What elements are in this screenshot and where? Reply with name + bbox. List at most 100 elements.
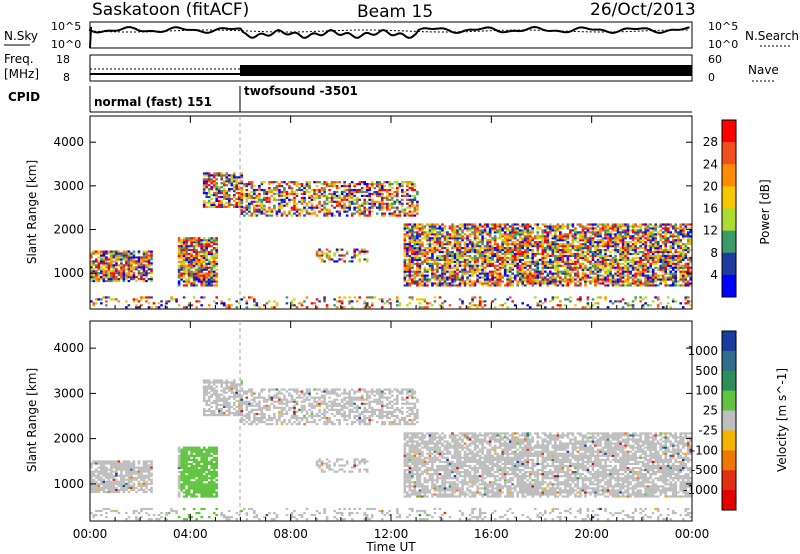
power-cell-970 xyxy=(268,206,271,209)
power-cell-320 xyxy=(150,252,153,255)
power-cell-4050 xyxy=(659,223,662,226)
power-cell-3152 xyxy=(566,243,570,246)
power-cell-2596 xyxy=(508,246,512,250)
velocity-cell-121 xyxy=(112,488,116,492)
power-cell-3051 xyxy=(556,256,560,260)
power-cell-4232 xyxy=(679,250,683,254)
power-cell-98 xyxy=(107,268,111,271)
power-cell-387 xyxy=(185,280,188,283)
power-cell-1264 xyxy=(343,198,346,201)
power-cell-2244 xyxy=(473,284,477,287)
power-cell-4640 xyxy=(538,304,542,307)
velocity-cell-167 xyxy=(120,472,123,475)
power-cell-1604 xyxy=(406,268,409,271)
power-cell-485 xyxy=(195,248,198,252)
power-cell-3181 xyxy=(571,280,575,283)
power-cell-4015 xyxy=(656,260,660,263)
power-cell-4399 xyxy=(92,304,96,307)
velocity-cell-20 xyxy=(92,478,96,481)
power-cell-1195 xyxy=(325,198,329,201)
power-cell-4323 xyxy=(689,260,693,263)
power-cell-134 xyxy=(115,279,118,283)
power-cell-1257 xyxy=(340,190,344,194)
power-cell-2028 xyxy=(448,233,452,236)
power-cell-3921 xyxy=(646,245,650,248)
power-cell-2645 xyxy=(513,241,517,244)
power-cell-3134 xyxy=(566,282,570,285)
power-cell-2921 xyxy=(544,282,547,285)
power-cell-675 xyxy=(205,201,208,205)
power-cell-3375 xyxy=(591,245,595,248)
power-cell-2347 xyxy=(483,262,487,265)
power-cell-2842 xyxy=(533,254,537,258)
power-cell-4065 xyxy=(661,250,665,254)
power-cell-1432 xyxy=(383,212,387,215)
power-cell-794 xyxy=(227,182,231,185)
power-cell-2843 xyxy=(533,252,537,256)
freq-tick-bottom: 8 xyxy=(63,71,70,84)
power-cell-4454 xyxy=(185,306,188,309)
power-cell-2242 xyxy=(471,225,474,228)
power-cell-2538 xyxy=(503,260,507,263)
power-cell-2735 xyxy=(523,272,527,275)
power-cell-36 xyxy=(95,252,98,255)
power-cell-4120 xyxy=(666,237,670,240)
power-cell-4451 xyxy=(177,304,181,307)
power-cell-1681 xyxy=(413,272,417,275)
power-cell-2441 xyxy=(493,270,497,273)
power-cell-564 xyxy=(205,266,208,269)
power-cell-3830 xyxy=(636,229,640,232)
power-cell-883 xyxy=(245,188,249,192)
power-cell-1012 xyxy=(278,190,281,194)
power-cell-874 xyxy=(245,212,249,215)
power-cell-1582 xyxy=(403,258,407,261)
power-cell-3652 xyxy=(619,239,622,242)
power-cell-2229 xyxy=(471,266,474,269)
power-cell-3364 xyxy=(591,276,595,279)
power-cell-3869 xyxy=(641,250,645,254)
power-cell-2204 xyxy=(468,268,472,271)
power-cell-1985 xyxy=(443,225,447,228)
power-cell-1110 xyxy=(303,190,306,194)
power-cell-698 xyxy=(207,172,211,175)
power-cell-2436 xyxy=(493,284,497,287)
power-cell-2212 xyxy=(468,248,472,252)
power-cell-1613 xyxy=(406,246,409,250)
power-cell-2747 xyxy=(523,243,527,246)
power-cell-4650 xyxy=(554,296,557,299)
power-cell-1288 xyxy=(348,190,351,194)
power-cell-984 xyxy=(270,188,274,192)
power-cell-4190 xyxy=(674,241,678,244)
power-cell-4072 xyxy=(661,227,665,230)
power-cell-1203 xyxy=(328,208,331,211)
power-cell-4597 xyxy=(443,300,447,303)
power-cell-3453 xyxy=(599,235,602,238)
power-cell-1428 xyxy=(380,186,384,190)
power-cell-2411 xyxy=(488,223,492,226)
power-cell-2271 xyxy=(476,280,479,283)
power-cell-2907 xyxy=(541,252,545,256)
power-cell-3465 xyxy=(601,266,605,269)
power-cell-3 xyxy=(90,274,93,277)
power-cell-949 xyxy=(260,181,264,184)
power-cell-3700 xyxy=(624,250,627,254)
power-cell-2332 xyxy=(481,239,484,242)
power-cell-3631 xyxy=(616,229,620,232)
power-cell-2450 xyxy=(493,243,497,246)
power-cell-2547 xyxy=(503,241,507,244)
power-cell-1659 xyxy=(411,258,414,261)
power-cell-937 xyxy=(258,186,261,190)
power-cell-1953 xyxy=(441,245,444,248)
power-cell-2781 xyxy=(526,227,530,230)
power-cell-3412 xyxy=(596,276,600,279)
power-cell-635 xyxy=(212,246,216,250)
power-cell-187 xyxy=(125,277,128,281)
power-cell-3994 xyxy=(654,254,657,258)
power-cell-2016 xyxy=(448,266,452,269)
power-cell-1234 xyxy=(335,200,339,203)
power-cell-2187 xyxy=(466,250,469,254)
power-cell-729 xyxy=(215,188,219,191)
power-cell-1823 xyxy=(428,266,432,269)
power-cell-1854 xyxy=(431,254,434,258)
power-cell-4489 xyxy=(253,304,256,307)
